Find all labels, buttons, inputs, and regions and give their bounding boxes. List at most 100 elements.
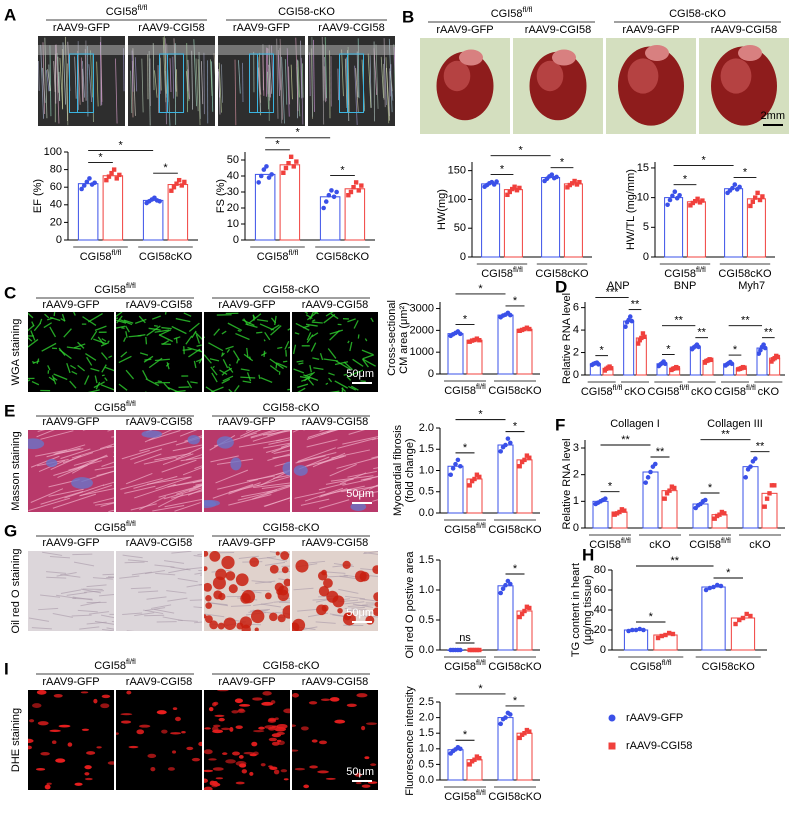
- texture: [203, 566, 208, 571]
- category-label: CGI58fl/fl: [589, 536, 631, 551]
- texture: [186, 747, 193, 750]
- texture: [232, 752, 240, 756]
- texture: [81, 691, 89, 693]
- group-header: CGI58fl/fl: [106, 3, 148, 18]
- data-point: [733, 622, 737, 626]
- texture: [258, 727, 265, 730]
- text-part: CGI58-cKO: [263, 284, 320, 296]
- texture: [26, 746, 32, 750]
- texture: [121, 720, 131, 723]
- texture: [239, 755, 244, 759]
- texture: [459, 50, 483, 66]
- texture: [84, 765, 91, 769]
- y-tick-label: 10: [227, 218, 239, 230]
- texture: [49, 730, 60, 732]
- texture: [372, 565, 381, 574]
- data-point: [508, 582, 513, 587]
- texture: [209, 620, 218, 629]
- y-tick-label: 80: [50, 164, 62, 176]
- image-label: rAAV9-CGI58: [302, 676, 368, 688]
- texture: [221, 728, 230, 730]
- y-tick-label: 40: [50, 199, 62, 211]
- text-part: CGI58: [581, 386, 613, 398]
- superscript: fl/fl: [621, 536, 631, 545]
- data-point: [334, 190, 339, 195]
- texture: [213, 576, 226, 589]
- texture: [238, 708, 244, 711]
- texture: [205, 602, 212, 609]
- texture: [278, 614, 286, 622]
- significance-label: *: [463, 313, 468, 325]
- texture: [24, 739, 34, 743]
- texture: [37, 690, 47, 695]
- texture: [28, 312, 114, 392]
- data-point: [503, 715, 508, 720]
- texture: [202, 614, 206, 618]
- texture: [170, 732, 181, 734]
- image-label: rAAV9-GFP: [622, 24, 679, 36]
- image-label: rAAV9-GFP: [436, 24, 493, 36]
- texture: [188, 435, 200, 445]
- texture: [136, 729, 144, 734]
- data-point: [742, 366, 746, 370]
- data-point: [646, 475, 651, 480]
- y-tick-label: 2: [573, 469, 579, 481]
- text-part: CGI58cKO: [718, 268, 772, 280]
- superscript: fl/fl: [746, 383, 756, 392]
- significance-label: *: [513, 421, 518, 433]
- significance-label: **: [656, 446, 665, 458]
- panel-letter: I: [4, 659, 9, 678]
- image-label: rAAV9-CGI58: [302, 537, 368, 549]
- texture: [168, 767, 175, 771]
- category-label: CGI58fl/fl: [444, 788, 486, 803]
- texture: [229, 584, 238, 593]
- data-point: [527, 456, 531, 460]
- texture: [82, 729, 89, 731]
- data-point: [737, 185, 742, 190]
- texture: [83, 589, 103, 590]
- text-part: CGI58: [714, 386, 746, 398]
- texture: [208, 758, 216, 760]
- bar: [103, 176, 123, 240]
- texture: [146, 337, 147, 344]
- y-axis-label: Myocardial fibrosis: [392, 424, 404, 516]
- texture: [264, 725, 276, 729]
- texture: [295, 768, 305, 771]
- texture: [277, 732, 285, 735]
- data-point: [117, 173, 121, 177]
- texture: [303, 785, 309, 789]
- texture: [213, 590, 222, 599]
- y-tick-label: 3000: [410, 302, 434, 314]
- data-point: [673, 189, 678, 194]
- image-label: rAAV9-CGI58: [302, 299, 368, 311]
- data-point: [472, 477, 476, 481]
- category-label: CGI58fl/fl: [80, 248, 122, 263]
- y-tick-label: 0.5: [419, 614, 434, 626]
- texture: [343, 561, 351, 569]
- micrograph: [24, 690, 117, 790]
- texture: [86, 751, 95, 755]
- data-point: [663, 496, 667, 500]
- y-tick-label: 2: [573, 346, 579, 358]
- significance-label: *: [600, 345, 605, 357]
- significance-label: **: [756, 441, 765, 453]
- texture: [38, 721, 49, 725]
- texture: [364, 756, 369, 759]
- significance-label: *: [513, 295, 518, 307]
- texture: [309, 701, 317, 704]
- bar: [624, 321, 634, 375]
- data-point: [286, 161, 290, 165]
- group-header: CGI58-cKO: [263, 402, 320, 414]
- data-point: [753, 195, 757, 199]
- texture: [255, 628, 259, 632]
- texture: [252, 697, 262, 700]
- data-point: [506, 436, 511, 441]
- texture: [47, 783, 52, 785]
- texture: [284, 579, 292, 587]
- y-tick-label: 80: [594, 564, 606, 576]
- texture: [222, 752, 227, 755]
- significance-label: *: [119, 140, 124, 152]
- data-point: [748, 204, 752, 208]
- text-part: CGI58-cKO: [278, 6, 335, 18]
- data-point: [522, 609, 526, 613]
